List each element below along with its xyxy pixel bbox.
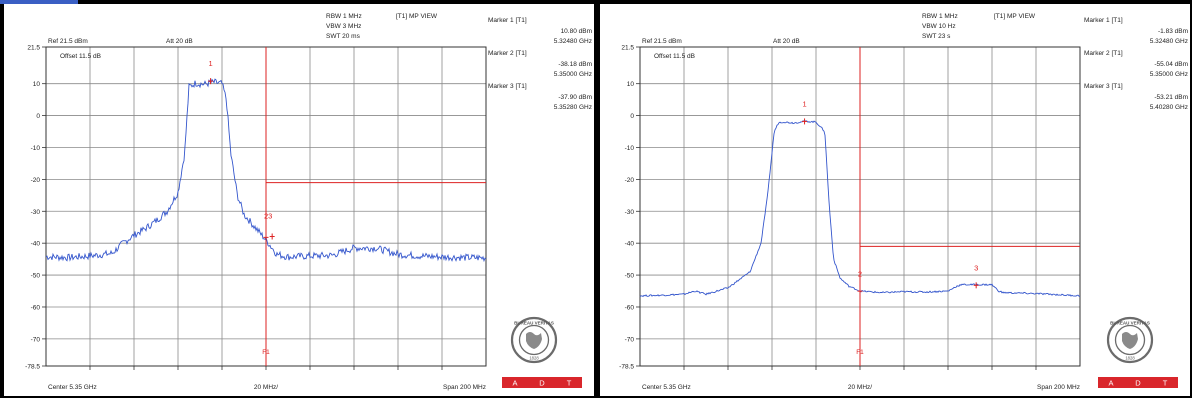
marker-table-title: Marker 2 [T1] [488, 50, 527, 57]
marker-callout-label: 1 [208, 59, 212, 68]
marker-table-title: Marker 1 [T1] [488, 17, 527, 24]
frequency-line-label: F1 [856, 349, 864, 356]
frequency-per-division-label: 20 MHz/ [848, 384, 872, 391]
y-tick-label: -20 [31, 177, 41, 184]
y-tick-label: -30 [625, 209, 635, 216]
brand-bar [1098, 377, 1178, 388]
attenuation-label: Att 20 dB [773, 38, 800, 45]
vbw-label: VBW 10 Hz [922, 23, 956, 30]
rbw-label: RBW 1 MHz [326, 13, 362, 20]
frequency-line-label: F1 [262, 349, 270, 356]
marker-table-level: -38.18 dBm [558, 61, 592, 68]
marker-table-level: -55.04 dBm [1154, 61, 1188, 68]
marker-callout-label: 2 [858, 269, 862, 278]
seal-figure [1122, 332, 1138, 349]
marker-table-frequency: 5.35280 GHz [554, 104, 592, 111]
center-frequency-label: Center 5.35 GHz [642, 384, 691, 391]
sweep-time-label: SWT 20 ms [326, 33, 361, 40]
frequency-per-division-label: 20 MHz/ [254, 384, 278, 391]
spectrum-panel-right: Ref 21.5 dBm Att 20 dB RBW 1 MHz VBW 10 Hz S… [600, 4, 1190, 396]
y-tick-label: -78.5 [619, 364, 634, 371]
brand-letter: D [1135, 379, 1141, 388]
marker-callout-label: 1 [802, 100, 806, 109]
y-tick-label: -30 [31, 209, 41, 216]
certification-seal-icon: BUREAU VERITAS 1828 [510, 316, 558, 364]
seal-text: BUREAU VERITAS [514, 321, 554, 326]
center-frequency-label: Center 5.35 GHz [48, 384, 97, 391]
y-tick-label: 10 [627, 81, 635, 88]
view-mode-label: [T1] MP VIEW [994, 13, 1036, 20]
offset-label: Offset 11.5 dB [654, 53, 695, 60]
ref-level-label: Ref 21.5 dBm [642, 38, 682, 45]
spectrum-chart: Ref 21.5 dBm Att 20 dB RBW 1 MHz VBW 3 MHz S… [25, 13, 592, 391]
y-tick-label: -78.5 [25, 364, 40, 371]
y-tick-label: -50 [625, 273, 635, 280]
spectrum-chart: Ref 21.5 dBm Att 20 dB RBW 1 MHz VBW 10 Hz S… [619, 13, 1188, 391]
y-tick-label: 0 [630, 113, 634, 120]
vbw-label: VBW 3 MHz [326, 23, 361, 30]
marker-table-level: -1.83 dBm [1158, 28, 1188, 35]
y-tick-label: 0 [36, 113, 40, 120]
marker-table-level: 10.80 dBm [561, 28, 592, 35]
sweep-time-label: SWT 23 s [922, 33, 951, 40]
marker-table-frequency: 5.32480 GHz [1150, 38, 1188, 45]
y-tick-label: -60 [625, 304, 635, 311]
marker-table-level: -53.21 dBm [1154, 94, 1188, 101]
marker-table-frequency: 5.32480 GHz [554, 38, 592, 45]
y-tick-label: 10 [33, 81, 41, 88]
span-label: Span 200 MHz [1037, 384, 1080, 391]
y-tick-label: -60 [31, 304, 41, 311]
y-tick-label: 21.5 [621, 45, 634, 52]
marker-table-title: Marker 2 [T1] [1084, 50, 1123, 57]
marker-table-title: Marker 3 [T1] [1084, 83, 1123, 90]
marker-table-level: -37.90 dBm [558, 94, 592, 101]
seal-year: 1828 [529, 356, 539, 361]
marker-table-frequency: 5.35000 GHz [554, 71, 592, 78]
y-tick-label: -20 [625, 177, 635, 184]
seal-text: BUREAU VERITAS [1110, 321, 1150, 326]
marker-table-frequency: 5.35000 GHz [1150, 71, 1188, 78]
attenuation-label: Att 20 dB [166, 38, 193, 45]
marker-table-frequency: 5.40280 GHz [1150, 104, 1188, 111]
y-tick-label: -40 [625, 241, 635, 248]
brand-letter: A [512, 379, 517, 388]
marker-table-title: Marker 3 [T1] [488, 83, 527, 90]
y-tick-label: -70 [625, 336, 635, 343]
span-label: Span 200 MHz [443, 384, 486, 391]
certification-seal-icon: BUREAU VERITAS 1828 [1106, 316, 1154, 364]
y-tick-label: -40 [31, 241, 41, 248]
offset-label: Offset 11.5 dB [60, 53, 101, 60]
brand-letter: A [1108, 379, 1113, 388]
ref-level-label: Ref 21.5 dBm [48, 38, 88, 45]
seal-figure [526, 332, 542, 349]
seal-year: 1828 [1125, 356, 1135, 361]
y-tick-label: -50 [31, 273, 41, 280]
marker-callout-label: 23 [264, 212, 272, 221]
corner-link[interactable] [0, 0, 78, 4]
brand-letter: T [567, 379, 572, 388]
brand-letter: D [539, 379, 545, 388]
view-mode-label: [T1] MP VIEW [396, 13, 438, 20]
y-tick-label: -10 [31, 145, 41, 152]
rbw-label: RBW 1 MHz [922, 13, 958, 20]
y-tick-label: -70 [31, 336, 41, 343]
marker-callout-label: 3 [974, 264, 978, 273]
brand-letter: T [1163, 379, 1168, 388]
y-tick-label: 21.5 [27, 45, 40, 52]
brand-bar [502, 377, 582, 388]
marker-table-title: Marker 1 [T1] [1084, 17, 1123, 24]
y-tick-label: -10 [625, 145, 635, 152]
spectrum-panel-left: Ref 21.5 dBm Att 20 dB RBW 1 MHz VBW 3 MHz S… [4, 4, 594, 396]
